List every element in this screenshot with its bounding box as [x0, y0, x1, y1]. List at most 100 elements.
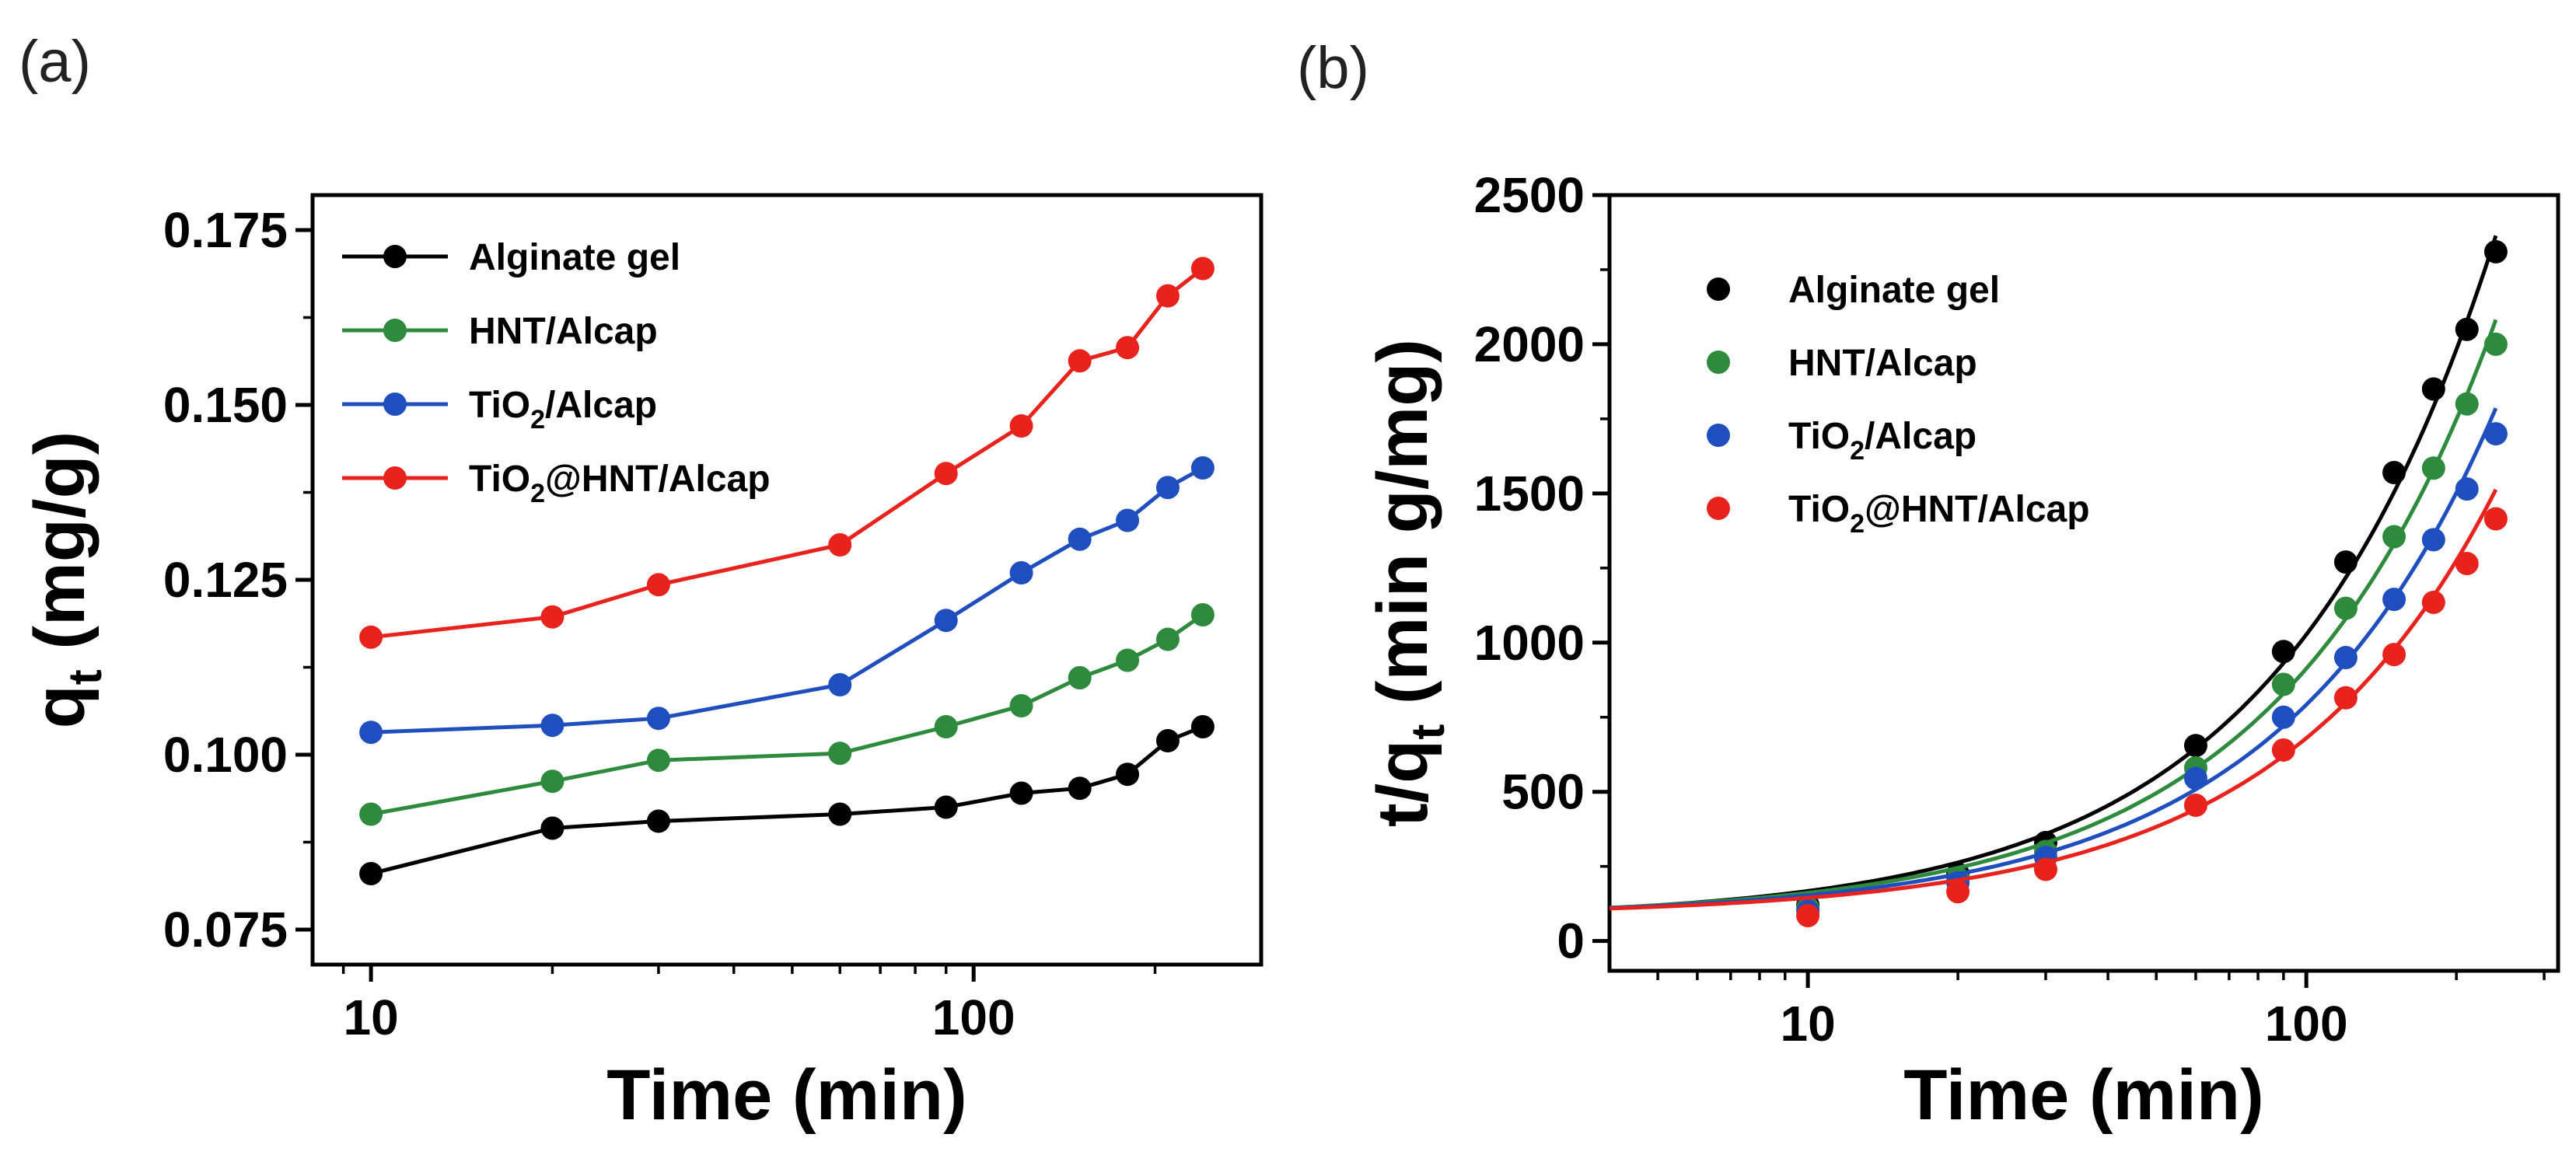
y-tick-label: 1000 — [1474, 615, 1585, 671]
data-point — [2033, 857, 2057, 881]
legend-label: TiO2@HNT/Alcap — [1788, 489, 2090, 539]
data-point — [828, 802, 852, 826]
legend-label-rest: /Alcap — [545, 385, 657, 426]
legend-label-main: HNT/Alcap — [1788, 343, 1977, 384]
legend-label-rest: /Alcap — [1865, 416, 1977, 457]
legend: Alginate gel HNT/Alcap TiO2/Alcap TiO2@HNT/… — [342, 237, 771, 508]
data-point — [2333, 645, 2358, 669]
data-point — [646, 809, 670, 833]
legend-label-sub: 2 — [1850, 509, 1865, 539]
legend-item: TiO2/Alcap — [1707, 416, 1977, 466]
y-tick-label: 0 — [1557, 913, 1585, 969]
legend-item: HNT/Alcap — [1707, 343, 1977, 384]
data-point — [1116, 762, 1140, 787]
data-point — [1155, 476, 1180, 500]
legend-label: Alginate gel — [469, 237, 680, 278]
legend-label-sub: 2 — [530, 479, 545, 508]
data-point — [2455, 317, 2479, 341]
data-point — [1155, 284, 1180, 308]
data-point — [1009, 781, 1033, 805]
legend-label: TiO2/Alcap — [469, 385, 657, 434]
y-axis-title-sub: t — [59, 669, 111, 685]
series-line — [370, 267, 1204, 640]
legend-item: TiO2@HNT/Alcap — [1707, 489, 2090, 539]
legend: Alginate gelHNT/AlcapTiO2/AlcapTiO2@HNT/… — [1707, 270, 2090, 539]
data-point — [540, 605, 564, 629]
series-line — [371, 466, 1204, 735]
legend-label: TiO2@HNT/Alcap — [469, 459, 771, 508]
data-point — [646, 573, 670, 597]
data-point — [1116, 336, 1140, 360]
data-point — [934, 715, 958, 738]
data-point — [934, 462, 958, 486]
data-point — [2271, 640, 2295, 664]
data-point — [1796, 903, 1820, 927]
legend-label-main: TiO — [1788, 489, 1850, 530]
data-point — [1009, 694, 1033, 717]
data-point — [2382, 460, 2406, 484]
legend-marker — [383, 319, 407, 342]
legend-item: TiO2/Alcap — [342, 385, 657, 434]
data-point — [2421, 528, 2445, 552]
data-point — [359, 802, 383, 826]
series-1 — [359, 603, 1215, 826]
legend-label-main: TiO — [469, 459, 530, 500]
y-axis-title-group: t/qt (min g/mg) — [1363, 339, 1454, 827]
data-point — [2382, 643, 2406, 667]
y-axis-title-group: qt (mg/g) — [20, 431, 111, 729]
data-point — [1190, 715, 1215, 738]
series-2 — [1609, 407, 2508, 923]
y-tick-label: 2500 — [1474, 167, 1585, 223]
plot-frame — [310, 193, 1264, 967]
legend-marker — [1707, 497, 1730, 520]
data-point — [1068, 349, 1092, 373]
data-point — [934, 609, 958, 633]
data-point — [1190, 256, 1215, 281]
y-axis-title-rest: (mg/g) — [20, 431, 100, 670]
data-point — [540, 714, 564, 738]
data-point — [646, 748, 670, 773]
panel-label: (a) — [19, 29, 91, 95]
data-point — [2382, 588, 2406, 612]
series-line — [370, 724, 1204, 876]
data-point — [646, 707, 670, 731]
y-axis-title-main: q — [20, 685, 100, 728]
legend-label: TiO2/Alcap — [1788, 416, 1977, 466]
legend-label-main: Alginate gel — [1788, 270, 2000, 311]
y-axis-title: t/qt (min g/mg) — [1363, 339, 1454, 827]
y-tick-label: 0.100 — [163, 727, 288, 783]
data-point — [2183, 793, 2207, 817]
data-point — [2183, 734, 2207, 758]
data-point — [1068, 776, 1092, 801]
legend-item: TiO2@HNT/Alcap — [342, 459, 771, 508]
data-point — [2421, 456, 2445, 480]
data-point — [2483, 239, 2508, 263]
x-axis-title: Time (min) — [1903, 1056, 2263, 1135]
data-point — [828, 533, 852, 557]
data-point — [2382, 525, 2406, 549]
x-tick-label: 100 — [932, 989, 1015, 1045]
data-point — [2455, 552, 2479, 576]
y-tick-label: 0.150 — [163, 377, 288, 433]
data-point — [2483, 422, 2508, 446]
panel-a: (a) 10 100 0.075 0.100 0.125 0.150 0.175 Time (m… — [19, 29, 1264, 1135]
data-point — [2333, 550, 2358, 574]
legend-label-rest: @HNT/Alcap — [1865, 489, 2090, 530]
legend-label: HNT/Alcap — [1788, 343, 1977, 384]
series-2 — [359, 456, 1215, 745]
series-0 — [359, 715, 1215, 885]
data-point — [540, 769, 564, 794]
data-point — [2421, 590, 2445, 614]
y-tick-label: 1500 — [1474, 466, 1585, 522]
legend-label-rest: @HNT/Alcap — [545, 459, 771, 500]
panel-label: (b) — [1297, 35, 1369, 101]
plot-frame — [1607, 193, 2560, 973]
legend-item: HNT/Alcap — [342, 311, 658, 352]
legend-label-main: TiO — [1788, 416, 1850, 457]
data-point — [1116, 648, 1140, 672]
y-tick-label: 2000 — [1474, 316, 1585, 372]
legend-marker — [383, 466, 407, 490]
x-tick-label: 10 — [344, 989, 399, 1045]
